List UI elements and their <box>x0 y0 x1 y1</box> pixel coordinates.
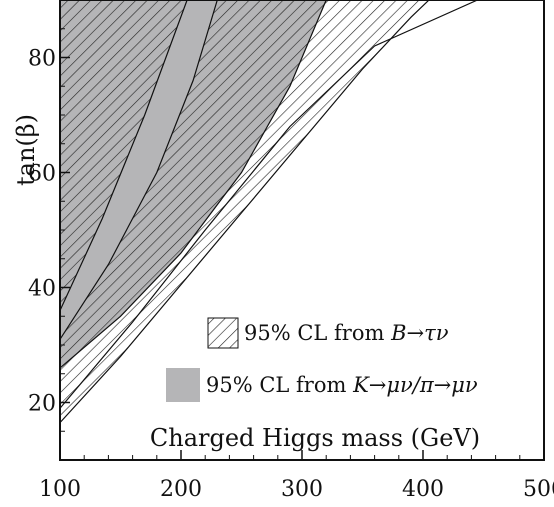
boundary-curve-1 <box>60 0 327 369</box>
x-tick-label-100: 100 <box>39 477 81 502</box>
y-tick-label-40: 40 <box>28 277 56 302</box>
boundary-curve-4 <box>60 0 478 409</box>
y-tick-label-60: 60 <box>28 162 56 187</box>
x-axis-ticks: 100 200 300 400 500 <box>39 450 554 502</box>
exclusion-regions <box>60 0 478 423</box>
legend: 95% CL from B→τν 95% CL from K→μν/π→μν <box>166 317 478 402</box>
y-axis-ticks: 20 40 60 80 <box>28 28 70 432</box>
boundary-curve-3 <box>60 0 188 311</box>
boundary-curve-2 <box>60 0 218 340</box>
x-tick-label-400: 400 <box>402 477 444 502</box>
region-k-mu-nu-overlap <box>60 0 327 368</box>
x-axis-title: Charged Higgs mass (GeV) <box>150 424 480 452</box>
legend-swatch-k-mu-nu <box>166 368 200 402</box>
legend-label-k-mu-nu: 95% CL from K→μν/π→μν <box>206 373 478 397</box>
x-tick-label-200: 200 <box>160 477 202 502</box>
legend-swatch-b-tau-nu <box>207 317 239 349</box>
region-k-mu-nu-solid <box>60 0 218 340</box>
region-upper-left-wedge <box>60 0 188 311</box>
x-tick-label-300: 300 <box>281 477 323 502</box>
y-axis-title: tan(β) <box>12 114 40 186</box>
y-tick-label-80: 80 <box>28 47 56 72</box>
boundary-curve-0 <box>60 0 430 424</box>
region-boundaries <box>60 0 478 424</box>
x-tick-label-500: 500 <box>523 477 554 502</box>
y-tick-label-20: 20 <box>28 392 56 417</box>
legend-label-b-tau-nu: 95% CL from B→τν <box>244 321 449 345</box>
